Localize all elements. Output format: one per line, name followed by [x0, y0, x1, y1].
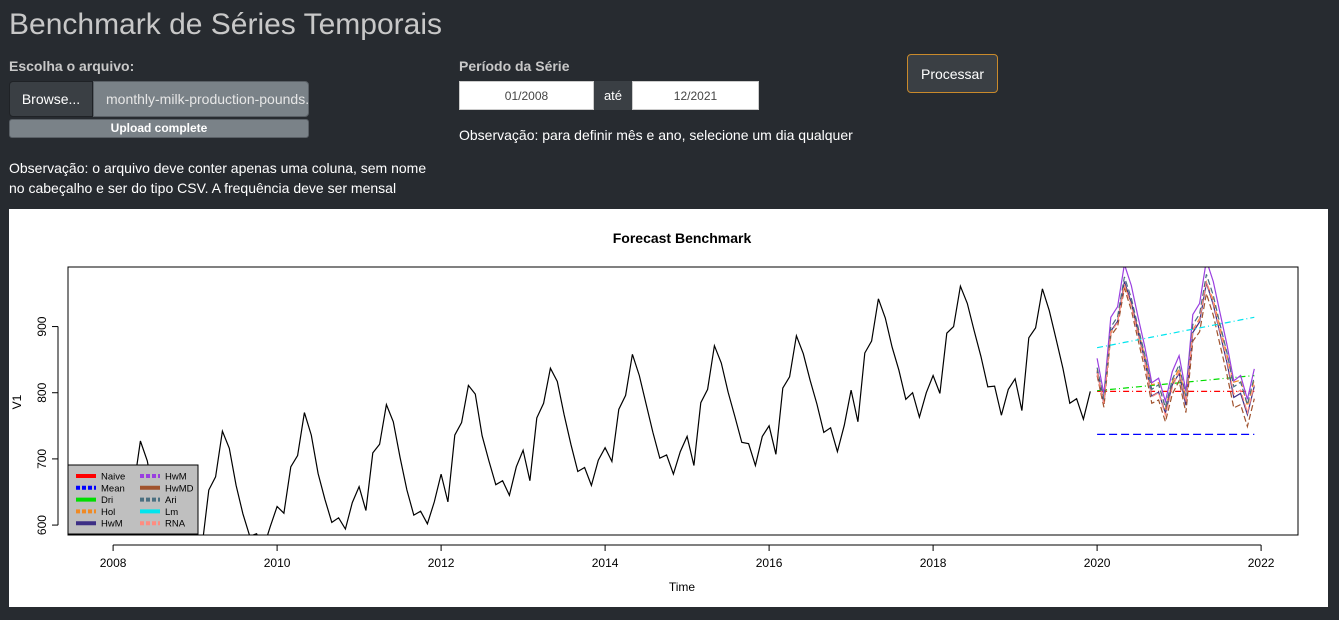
y-tick-label: 900	[35, 316, 49, 336]
legend-label: HwM	[165, 472, 187, 483]
date-separator: até	[594, 81, 632, 110]
x-tick-label: 2016	[756, 556, 783, 570]
legend-label: Dri	[101, 495, 113, 506]
forecast-line-lm	[1096, 316, 1255, 349]
legend-label: HwM	[101, 519, 123, 530]
forecast-plot-panel: Forecast Benchmark Time V1 2008 2010 2012 2…	[9, 209, 1328, 607]
forecast-line-ari	[1096, 274, 1255, 410]
period-label: Período da Série	[459, 58, 570, 74]
x-tick-label: 2018	[920, 556, 947, 570]
x-tick-label: 2010	[264, 556, 291, 570]
app-title: Benchmark de Séries Temporais	[9, 8, 442, 41]
x-tick-label: 2022	[1248, 556, 1275, 570]
browse-button[interactable]: Browse...	[9, 81, 93, 117]
x-tick-label: 2012	[428, 556, 455, 570]
y-tick-label: 600	[35, 515, 49, 535]
upload-progress-bar: Upload complete	[9, 119, 309, 138]
legend-label: RNA	[165, 519, 186, 530]
upload-progress-text: Upload complete	[110, 121, 208, 135]
file-name-field[interactable]: monthly-milk-production-pounds.csv	[93, 81, 309, 117]
period-note: Observação: para definir mês e ano, sele…	[459, 127, 853, 143]
end-date-input[interactable]: 12/2021	[632, 81, 759, 110]
forecast-line-hwm	[1096, 267, 1255, 404]
process-button[interactable]: Processar	[907, 54, 998, 93]
historical-series-line	[112, 283, 1091, 535]
x-axis-label: Time	[669, 580, 696, 594]
y-tick-label: 800	[35, 382, 49, 402]
chart-title: Forecast Benchmark	[613, 230, 752, 246]
file-note-line1: Observação: o arquivo deve conter apenas…	[9, 160, 427, 176]
forecast-line-hwmd	[1096, 288, 1255, 429]
x-tick-label: 2008	[100, 556, 127, 570]
start-date-input[interactable]: 01/2008	[459, 81, 594, 110]
legend-label: Lm	[165, 507, 178, 518]
upload-progress-fill	[10, 120, 308, 137]
y-tick-label: 700	[35, 449, 49, 469]
y-axis-label: V1	[10, 394, 24, 409]
legend-label: Mean	[101, 483, 125, 494]
forecast-line-rna	[1096, 281, 1255, 418]
file-note-line2: no cabeçalho e ser do tipo CSV. A frequê…	[9, 180, 397, 196]
legend-label: Naive	[101, 472, 125, 483]
plot-frame	[67, 266, 1299, 536]
forecast-chart: Forecast Benchmark Time V1 2008 2010 2012 2…	[10, 230, 1299, 594]
x-tick-label: 2014	[592, 556, 619, 570]
legend-label: Ari	[165, 495, 177, 506]
x-tick-label: 2020	[1084, 556, 1111, 570]
file-label: Escolha o arquivo:	[9, 58, 135, 74]
legend-label: Hol	[101, 507, 115, 518]
legend-label: HwMD	[165, 483, 194, 494]
